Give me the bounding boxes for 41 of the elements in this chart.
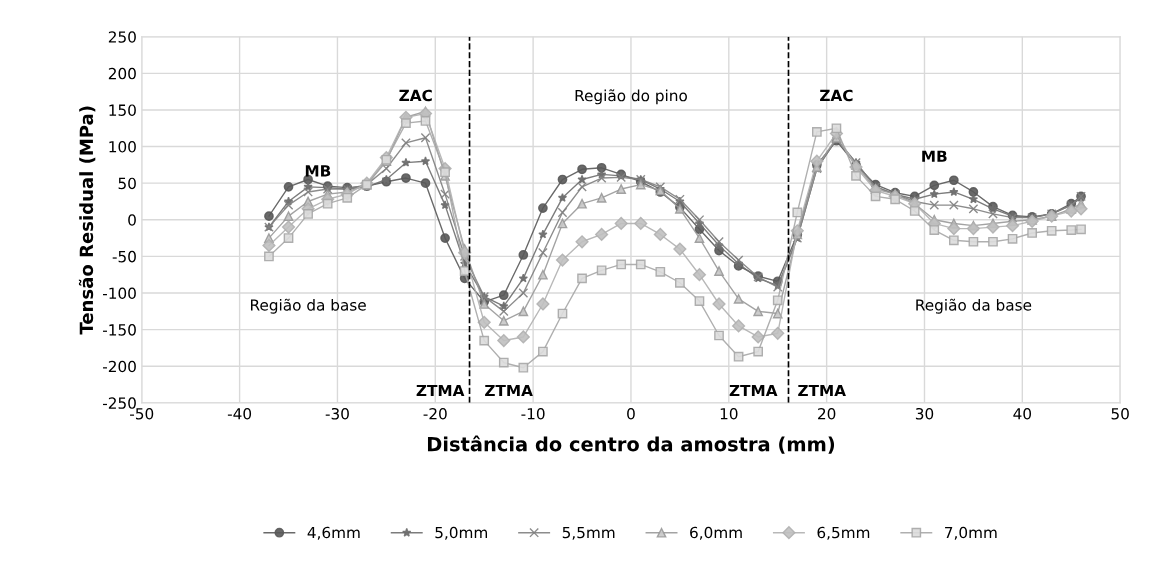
annotation: ZTMA bbox=[416, 384, 465, 397]
y-tick-label: 0 bbox=[128, 214, 136, 226]
legend-label: 6,5mm bbox=[817, 526, 870, 540]
x-tick-label: -20 bbox=[423, 407, 447, 420]
legend-label: 6,0mm bbox=[690, 526, 742, 540]
x-tick-label: 10 bbox=[720, 407, 738, 420]
y-tick-label: -200 bbox=[102, 360, 136, 373]
x-tick-label: -30 bbox=[325, 407, 349, 420]
legend-label: 4,6mm bbox=[307, 526, 360, 540]
legend-label: 5,5mm bbox=[562, 526, 615, 540]
y-tick-label: 50 bbox=[118, 177, 136, 190]
annotation: ZTMA bbox=[729, 384, 778, 397]
y-tick-label: -100 bbox=[102, 287, 136, 300]
legend-label: 5,0mm bbox=[435, 526, 487, 540]
y-tick-label: 150 bbox=[109, 104, 136, 116]
annotation: MB bbox=[305, 165, 331, 177]
y-tick-label: 200 bbox=[108, 67, 136, 80]
x-tick-label: -10 bbox=[521, 407, 545, 420]
y-tick-label: -250 bbox=[102, 397, 136, 409]
y-tick-label: 250 bbox=[108, 31, 136, 43]
legend-label: 7,0mm bbox=[945, 526, 997, 540]
annotation: Região da base bbox=[916, 298, 1032, 314]
y-axis-title: Tensão Residual (MPa) bbox=[78, 106, 96, 335]
x-tick-label: 0 bbox=[627, 407, 635, 420]
annotation: ZAC bbox=[399, 89, 432, 102]
y-tick-label: -150 bbox=[102, 324, 136, 336]
x-axis-title: Distância do centro da amostra (mm) bbox=[427, 435, 835, 454]
x-tick-label: 50 bbox=[1111, 407, 1129, 420]
y-tick-label: 100 bbox=[109, 141, 136, 153]
annotation: ZTMA bbox=[798, 384, 846, 397]
annotation: MB bbox=[922, 150, 947, 162]
x-tick-label: 20 bbox=[818, 407, 836, 420]
annotation: Região da base bbox=[251, 298, 366, 314]
annotation: ZTMA bbox=[485, 384, 533, 397]
x-tick-label: 40 bbox=[1013, 407, 1032, 420]
y-tick-label: -50 bbox=[112, 250, 136, 263]
x-tick-label: 30 bbox=[915, 407, 934, 420]
x-tick-label: -50 bbox=[130, 407, 154, 420]
annotation: ZAC bbox=[820, 89, 853, 102]
x-tick-label: -40 bbox=[227, 407, 252, 420]
annotation: Região do pino bbox=[575, 89, 687, 105]
